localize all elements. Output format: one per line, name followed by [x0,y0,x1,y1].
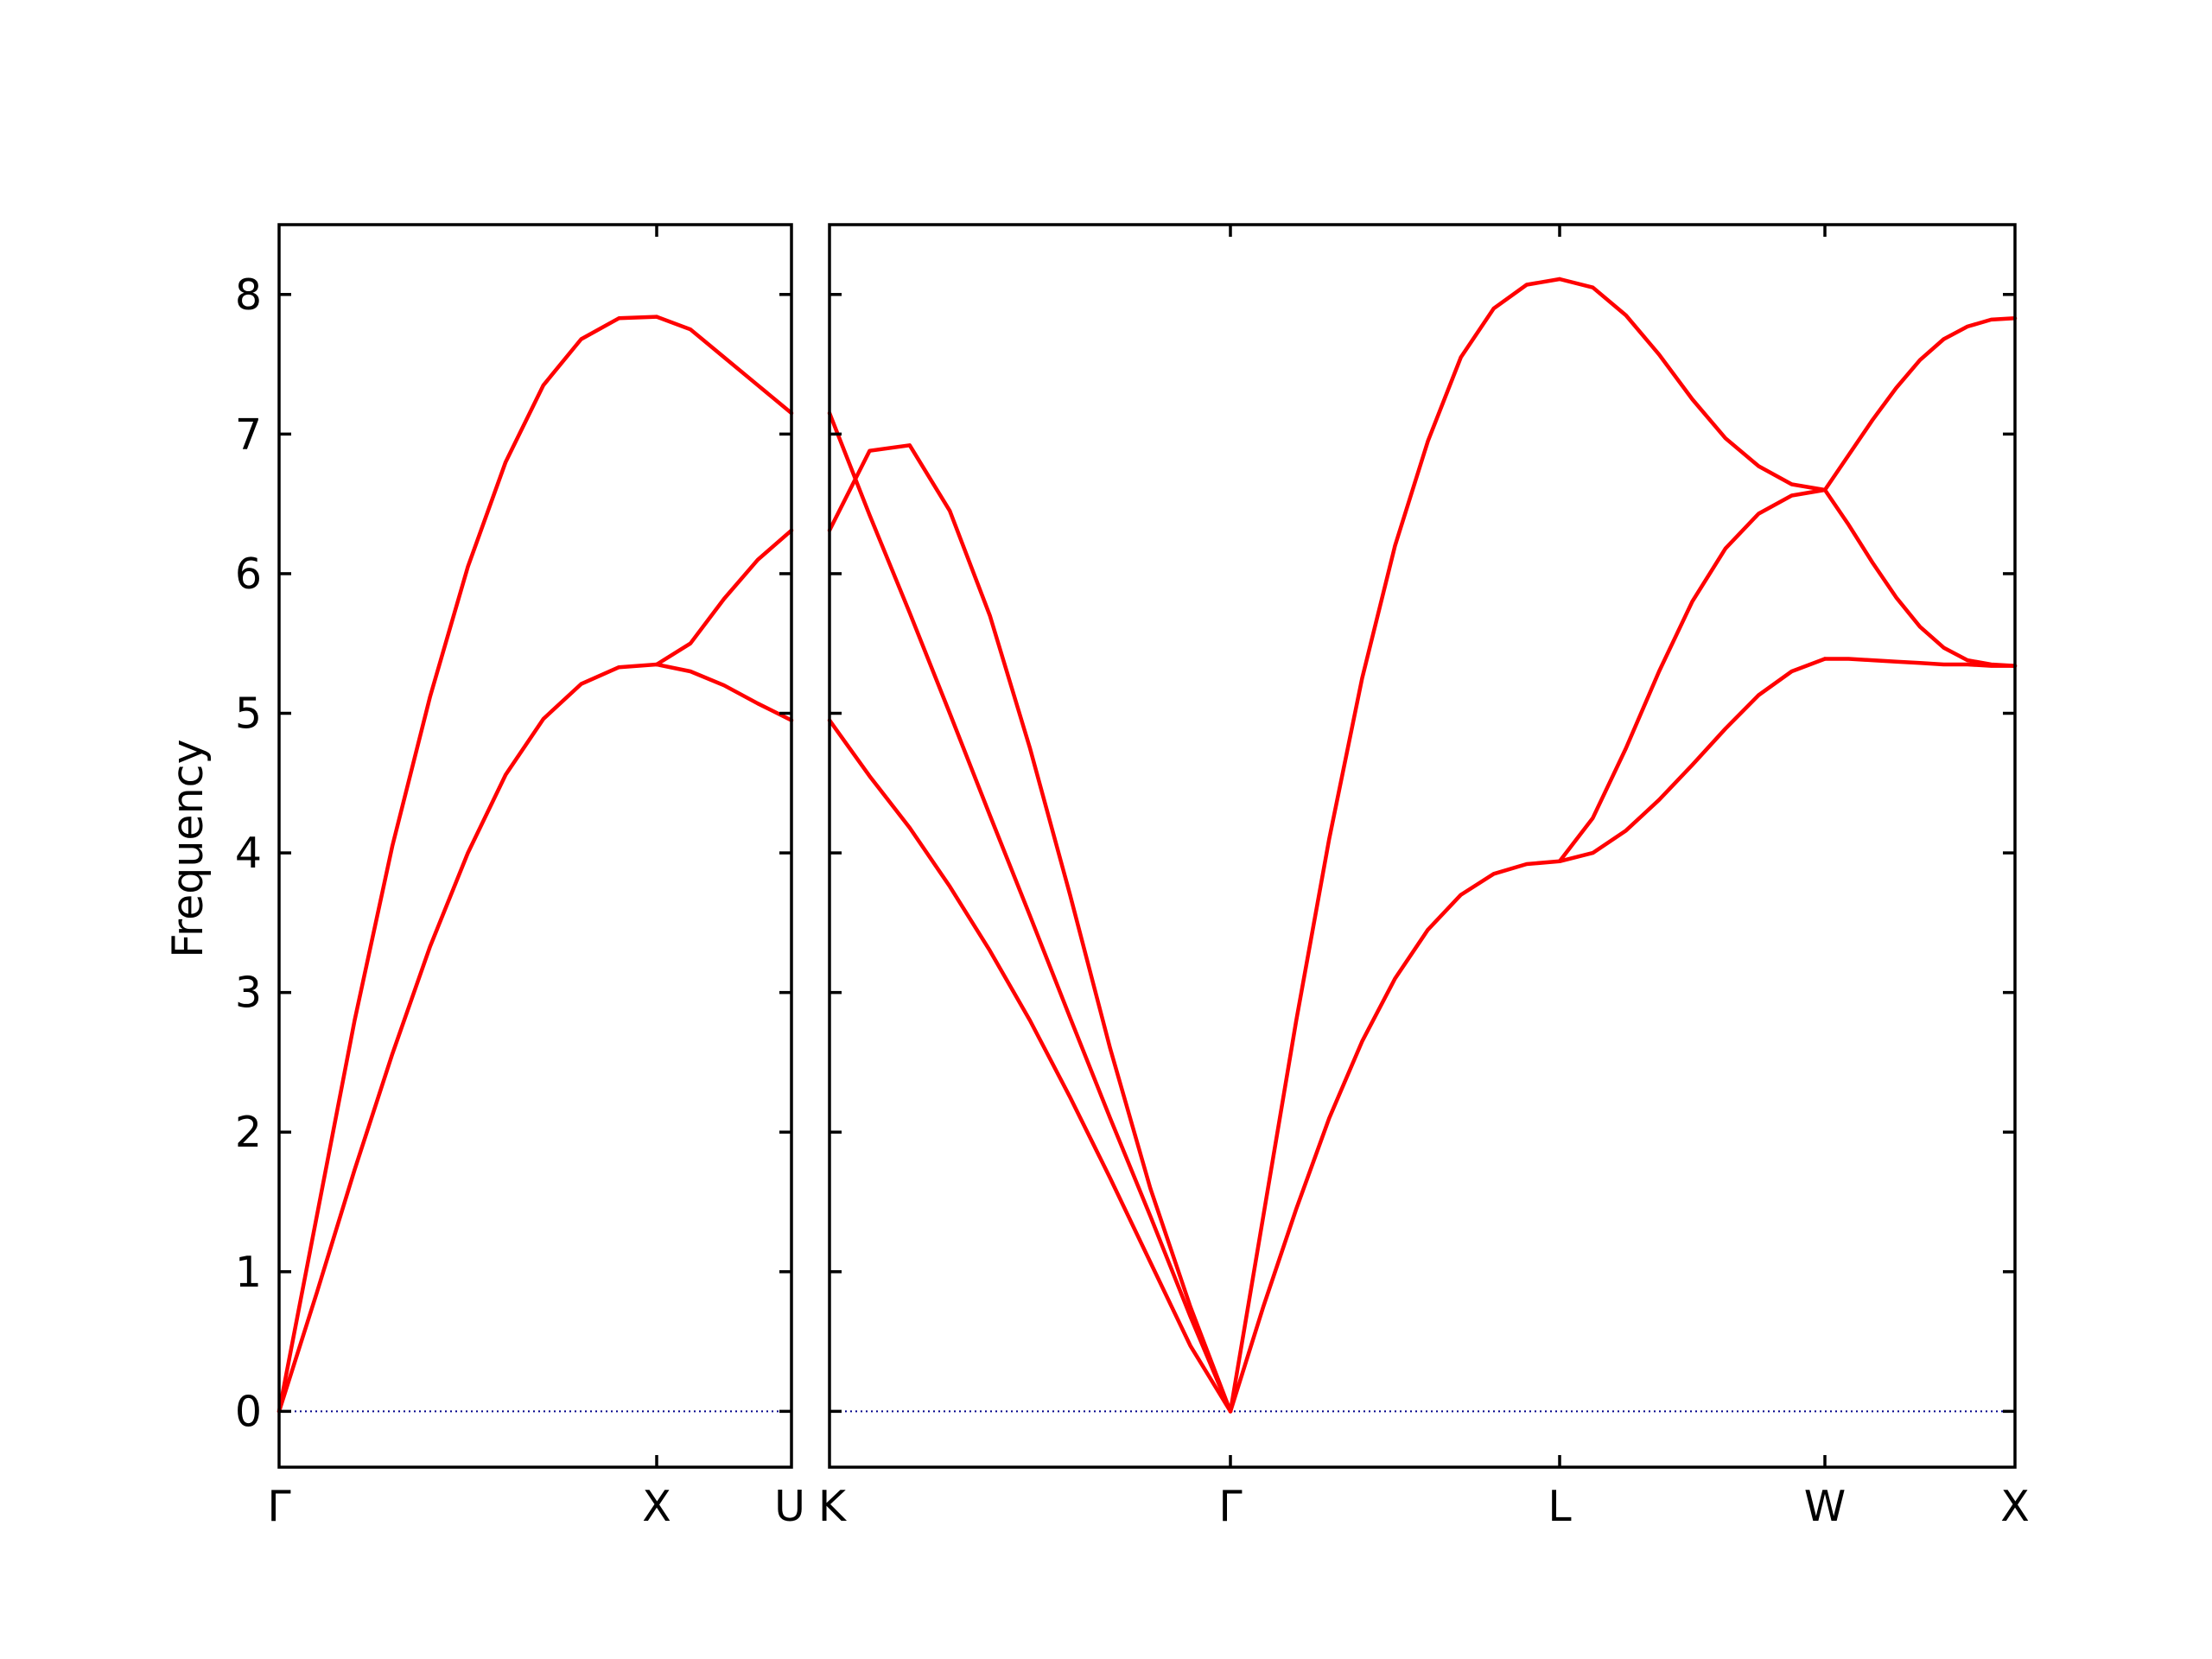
band-left-X-U-2 [654,528,794,667]
x-tick-label-4: W [1804,1482,1846,1531]
band-right-W-X-3 [1822,316,2018,493]
y-tick-label: 0 [235,1387,262,1436]
band-right-L-W-3 [1557,276,1827,493]
x-tick-label-3: L [1548,1482,1572,1531]
x-tick-label-1: Γ [267,1482,291,1531]
y-tick-label: 4 [235,829,262,878]
band-left-X-U-3 [654,315,794,416]
band-right-W-X-1 [1822,657,2018,668]
x-tick-label-5: X [2000,1482,2030,1531]
y-tick-label: 7 [235,410,262,459]
band-right-K-Γ-2 [827,410,1233,1414]
band-left-X-U-1 [654,662,794,722]
band-left-Γ-X-1 [276,662,659,1414]
y-tick-label: 2 [235,1108,262,1157]
band-right-W-X-2 [1822,487,2018,668]
band-right-L-W-2 [1557,487,1827,864]
x-tick-label-2: X [642,1482,671,1531]
left-panel: 0 1 2 3 4 5 6 7 8 Γ X U [235,223,805,1531]
right-panel-frame [828,223,2017,1469]
x-tick-label-3: U [774,1482,805,1531]
band-right-Γ-L-2 [1228,276,1562,1414]
y-tick-label: 5 [235,690,262,739]
y-tick-label: 3 [235,969,262,1018]
y-tick-label: 6 [235,550,262,599]
band-left-Γ-X-2 [276,315,659,1414]
band-right-L-W-1 [1557,657,1827,864]
band-right-K-Γ-1 [827,718,1233,1414]
x-tick-label-1: K [818,1482,848,1531]
y-axis-label: Frequency [163,739,213,957]
band-right-K-Γ-3 [827,443,1233,1414]
left-panel-frame [277,223,793,1469]
band-right-Γ-L-1 [1228,859,1562,1414]
x-tick-label-2: Γ [1218,1482,1243,1531]
y-tick-label: 1 [235,1248,262,1297]
y-tick-label: 8 [235,270,262,320]
